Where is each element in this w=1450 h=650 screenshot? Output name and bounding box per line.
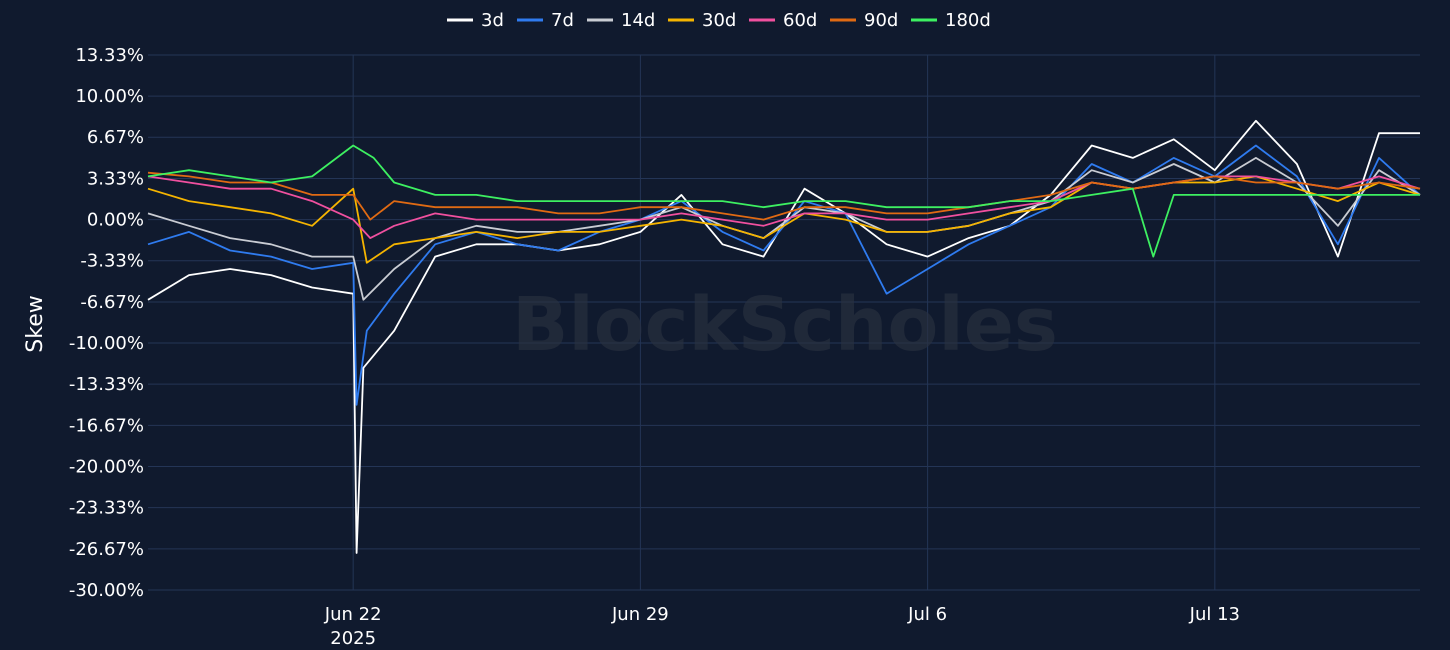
legend-label: 3d <box>481 10 504 31</box>
legend-item-3d[interactable]: 3d <box>447 10 504 31</box>
y-tick-label: -16.67% <box>69 415 144 436</box>
y-tick-label: -3.33% <box>80 251 144 272</box>
y-tick-label: -13.33% <box>69 374 144 395</box>
legend-item-7d[interactable]: 7d <box>517 10 574 31</box>
legend-item-90d[interactable]: 90d <box>830 10 898 31</box>
legend-label: 14d <box>621 10 655 31</box>
watermark: BlockScholes <box>512 282 1058 368</box>
series-line-60d <box>147 175 1421 239</box>
series-line-30d <box>147 175 1421 264</box>
y-tick-label: 3.33% <box>87 168 144 189</box>
y-tick-label: -23.33% <box>69 498 144 519</box>
x-tick-label: Jun 22 <box>324 604 382 625</box>
legend-label: 90d <box>864 10 898 31</box>
legend: 3d 7d 14d 30d 60d 90d 180d <box>447 10 991 31</box>
legend-item-60d[interactable]: 60d <box>749 10 817 31</box>
legend-label: 60d <box>783 10 817 31</box>
series-line-3d <box>147 119 1420 554</box>
legend-label: 7d <box>551 10 574 31</box>
legend-label: 30d <box>702 10 736 31</box>
legend-item-180d[interactable]: 180d <box>911 10 991 31</box>
legend-label: 180d <box>945 10 991 31</box>
y-tick-label: 13.33% <box>75 45 144 66</box>
legend-item-30d[interactable]: 30d <box>668 10 736 31</box>
y-tick-label: -10.00% <box>69 333 144 354</box>
legend-item-14d[interactable]: 14d <box>587 10 655 31</box>
y-tick-label: -26.67% <box>69 539 144 560</box>
y-tick-label: 0.00% <box>87 210 144 231</box>
x-tick-label: Jul 13 <box>1189 604 1240 625</box>
x-axis-ticks: Jun 22 2025 Jun 29 Jul 6 Jul 13 <box>324 604 1240 649</box>
y-tick-label: 6.67% <box>87 127 144 148</box>
x-tick-label: Jul 6 <box>907 604 947 625</box>
x-tick-sublabel: 2025 <box>330 628 376 649</box>
y-axis-title: Skew <box>23 295 48 352</box>
x-tick-label: Jun 29 <box>611 604 669 625</box>
y-tick-label: 10.00% <box>75 86 144 107</box>
series-line-90d <box>147 171 1421 221</box>
y-tick-label: -30.00% <box>69 580 144 601</box>
series-line-7d <box>147 144 1421 406</box>
y-tick-label: -20.00% <box>69 457 144 478</box>
series-line-180d <box>147 144 1420 258</box>
series-layer <box>147 119 1421 554</box>
y-tick-label: -6.67% <box>80 292 144 313</box>
y-axis-ticks: 13.33% 10.00% 6.67% 3.33% 0.00% -3.33% -6.67% -… <box>69 45 144 601</box>
